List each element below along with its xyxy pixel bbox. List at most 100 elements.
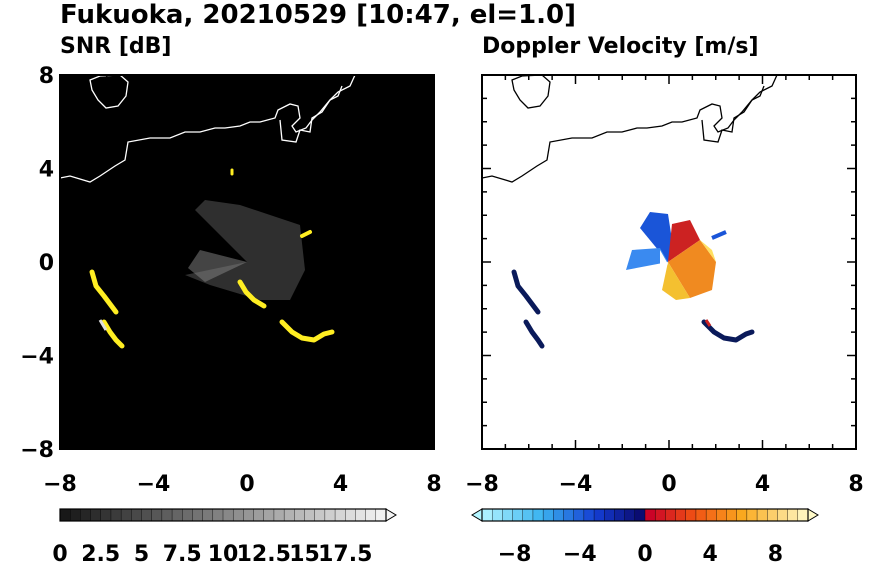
doppler-colorbar-cell <box>624 508 636 522</box>
snr-echo-west-lower <box>101 319 125 349</box>
doppler-colorbar-cell <box>604 508 616 522</box>
snr-colorbar-cell <box>365 508 377 522</box>
snr-colorbar-cell <box>263 508 275 522</box>
snr-xtick-label: 4 <box>333 472 348 497</box>
doppler-colorbar-cell <box>481 508 493 522</box>
doppler-colorbar-cell <box>502 508 514 522</box>
doppler-velocity-field <box>626 212 727 327</box>
snr-xtick-label: −8 <box>43 472 77 497</box>
doppler-colorbar-cell <box>726 508 738 522</box>
doppler-colorbar-cell <box>797 508 809 522</box>
doppler-colorbar-cell <box>654 508 667 522</box>
snr-colorbar-cell <box>304 508 316 522</box>
doppler-colorbar-cell <box>512 508 524 522</box>
snr-ytick-label: −4 <box>20 345 54 370</box>
snr-colorbar-cell <box>222 508 234 522</box>
doppler-approaching-north <box>640 212 672 262</box>
snr-colorbar-cell <box>212 508 224 522</box>
snr-ytick-label: −8 <box>20 438 54 463</box>
snr-panel: −8 −4 0 4 8 −8 −4 0 4 8 <box>20 64 441 497</box>
doppler-colorbar-cell <box>746 508 758 522</box>
snr-colorbar-cell <box>80 508 92 522</box>
doppler-colorbar-cell <box>491 508 504 522</box>
doppler-colorbar-cell <box>705 508 718 522</box>
snr-colorbar-label: 5 <box>134 542 149 567</box>
snr-colorbar-cell <box>192 508 204 522</box>
snr-colorbar-cell <box>202 508 214 522</box>
snr-colorbar-label: 7.5 <box>163 542 202 567</box>
doppler-axes: −8 −4 0 4 8 <box>465 74 864 497</box>
snr-colorbar-cell <box>355 508 367 522</box>
doppler-panel: −8 −4 0 4 8 <box>465 74 864 497</box>
snr-coastline-harbor <box>279 85 343 143</box>
doppler-colorbar-cell <box>716 508 728 522</box>
doppler-colorbar-cell <box>777 508 789 522</box>
snr-echo-grey <box>98 319 108 331</box>
doppler-colorbar-cell <box>736 508 748 522</box>
doppler-speck-south <box>704 319 712 327</box>
doppler-colorbar-cell <box>532 508 544 522</box>
snr-colorbar-cell <box>324 508 336 522</box>
doppler-echo-south <box>701 319 755 343</box>
snr-colorbar-cell <box>100 508 112 522</box>
doppler-colorbar-extend-max <box>807 508 819 522</box>
snr-colorbar-cell <box>314 508 326 522</box>
doppler-echo-west-upper <box>511 269 541 315</box>
doppler-colorbar-cell <box>644 508 656 522</box>
snr-colorbar-cell <box>182 508 194 522</box>
doppler-colorbar-cell <box>685 508 697 522</box>
snr-clutter-west <box>188 250 247 282</box>
snr-colorbar-cell <box>294 508 306 522</box>
doppler-colorbar-label: 0 <box>637 542 652 567</box>
snr-colorbar-cell <box>69 508 82 522</box>
snr-colorbar-cell <box>59 508 71 522</box>
doppler-colorbar-label: −8 <box>498 542 532 567</box>
doppler-colorbar-cell <box>593 508 605 522</box>
snr-panel-title: SNR [dB] <box>60 34 172 59</box>
snr-colorbar-cell <box>131 508 143 522</box>
snr-colorbar-cell <box>273 508 285 522</box>
doppler-approaching-west <box>626 248 668 270</box>
snr-colorbar-label: 10 <box>208 542 239 567</box>
doppler-colorbar-label: −4 <box>563 542 597 567</box>
snr-colorbar-cell <box>243 508 255 522</box>
doppler-clutter-echoes <box>511 269 755 349</box>
snr-colorbar-cell <box>120 508 133 522</box>
snr-colorbar-cell <box>141 508 153 522</box>
snr-colorbar-label: 2.5 <box>81 542 120 567</box>
snr-axes: −8 −4 0 4 8 −8 −4 0 4 8 <box>20 64 441 497</box>
snr-colorbar-frame <box>59 508 387 522</box>
snr-colorbar-cell <box>161 508 173 522</box>
snr-echo-south-1 <box>237 279 267 309</box>
doppler-xtick-label: 0 <box>661 472 676 497</box>
doppler-speck-east <box>711 230 727 240</box>
doppler-coastline-harbor <box>701 85 765 143</box>
snr-colorbar-label: 15 <box>289 542 320 567</box>
snr-colorbar-cell <box>110 508 122 522</box>
doppler-xtick-label: −4 <box>559 472 593 497</box>
doppler-colorbar-cell <box>787 508 799 522</box>
doppler-colorbar-label: 8 <box>768 542 783 567</box>
doppler-colorbar-extend-min <box>471 508 483 522</box>
doppler-colorbar-cell <box>614 508 626 522</box>
snr-colorbar-cell <box>232 508 245 522</box>
snr-ytick-label: 8 <box>39 64 54 89</box>
snr-echo-west-upper <box>89 269 119 315</box>
doppler-colorbar-cell <box>583 508 595 522</box>
snr-colorbar-label: 12.5 <box>237 542 291 567</box>
doppler-receding-edge <box>700 240 716 262</box>
doppler-colorbar-cell <box>695 508 707 522</box>
doppler-receding-east <box>668 240 716 298</box>
snr-xtick-label: −4 <box>137 472 171 497</box>
doppler-colorbar-cell <box>563 508 575 522</box>
doppler-colorbar-cell <box>634 508 646 522</box>
snr-colorbar-cell <box>253 508 265 522</box>
snr-ytick-label: 4 <box>39 158 54 183</box>
doppler-colorbar-frame <box>481 508 809 522</box>
doppler-colorbar: −8 −4 0 4 8 <box>471 508 819 567</box>
snr-colorbar-label: 0 <box>52 542 67 567</box>
doppler-echo-west-lower <box>523 319 545 349</box>
doppler-xtick-label: 8 <box>848 472 863 497</box>
